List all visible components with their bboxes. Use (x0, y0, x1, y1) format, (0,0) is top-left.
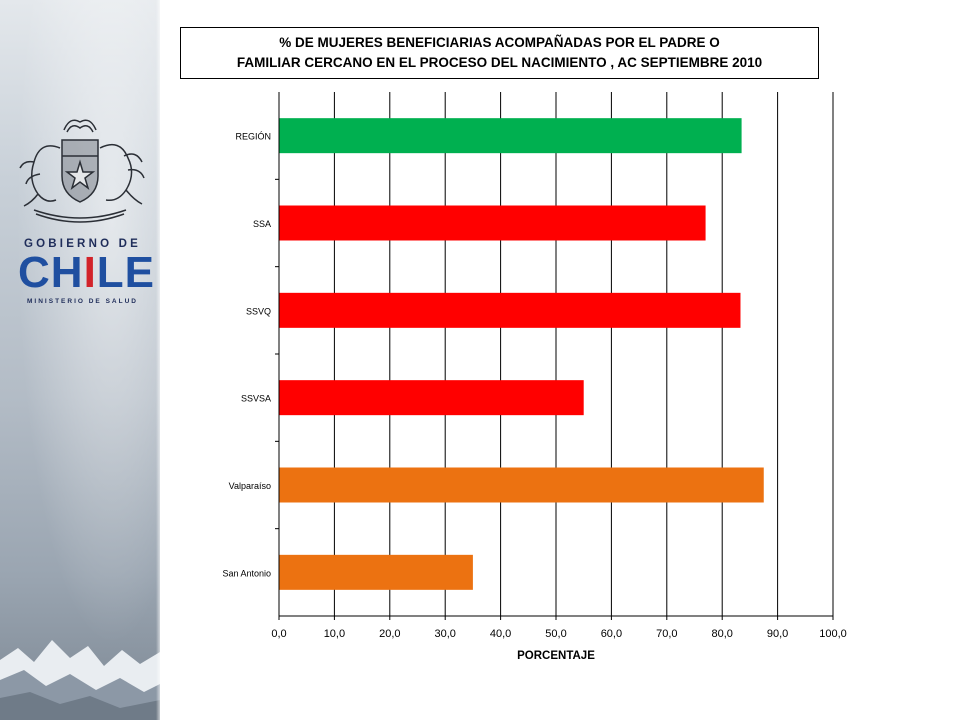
logo-chile-text: CHILE (18, 248, 154, 297)
y-category-label: Valparaíso (229, 481, 271, 491)
logo-ministerio-text: MINISTERIO DE SALUD (27, 298, 138, 305)
logo-chile-part-1: CH (18, 248, 84, 297)
x-tick-label: 70,0 (656, 628, 677, 640)
logo-chile-part-3: LE (96, 248, 156, 297)
bar (279, 467, 764, 503)
x-tick-label: 20,0 (379, 628, 400, 640)
bar (279, 118, 742, 154)
bars (279, 118, 764, 590)
y-category-label: SSA (253, 219, 271, 229)
x-tick-label: 60,0 (601, 628, 622, 640)
logo-gobierno-text: GOBIERNO DE (24, 238, 141, 250)
x-axis-title: PORCENTAJE (517, 650, 595, 662)
chart-title-line-1: % DE MUJERES BENEFICIARIAS ACOMPAÑADAS P… (279, 35, 720, 50)
chart-title-line-2: FAMILIAR CERCANO EN EL PROCESO DEL NACIM… (236, 55, 763, 70)
coat-of-arms-icon (19, 119, 145, 223)
y-category-label: REGIÓN (235, 132, 271, 142)
bar (279, 292, 741, 328)
x-tick-label: 30,0 (434, 628, 455, 640)
x-tick-label: 40,0 (490, 628, 511, 640)
bar (279, 205, 706, 241)
mountains-image (0, 640, 160, 720)
sky-mist (0, 0, 160, 720)
y-category-label: SSVQ (246, 306, 271, 316)
x-tick-label: 50,0 (545, 628, 566, 640)
axis-labels: 0,0 10,0 20,0 30,0 40,0 50,0 60,0 70,0 80,0 90,0 1… (222, 132, 846, 640)
x-tick-label: 0,0 (271, 628, 286, 640)
axes (275, 92, 834, 620)
grid-lines (333, 92, 834, 616)
side-banner-edge (156, 0, 160, 720)
x-tick-label: 10,0 (324, 628, 345, 640)
side-banner: GOBIERNO DE CHILE MINISTERIO DE SALUD (0, 0, 160, 720)
bar (279, 380, 584, 416)
y-category-label: SSVSA (241, 394, 271, 404)
chart-title: % DE MUJERES BENEFICIARIAS ACOMPAÑADAS P… (180, 27, 819, 79)
x-tick-label: 90,0 (767, 628, 788, 640)
logo-chile-part-2: I (83, 248, 97, 297)
x-tick-label: 100,0 (819, 628, 847, 640)
bar (279, 554, 473, 590)
x-tick-label: 80,0 (711, 628, 732, 640)
y-category-label: San Antonio (222, 568, 271, 578)
